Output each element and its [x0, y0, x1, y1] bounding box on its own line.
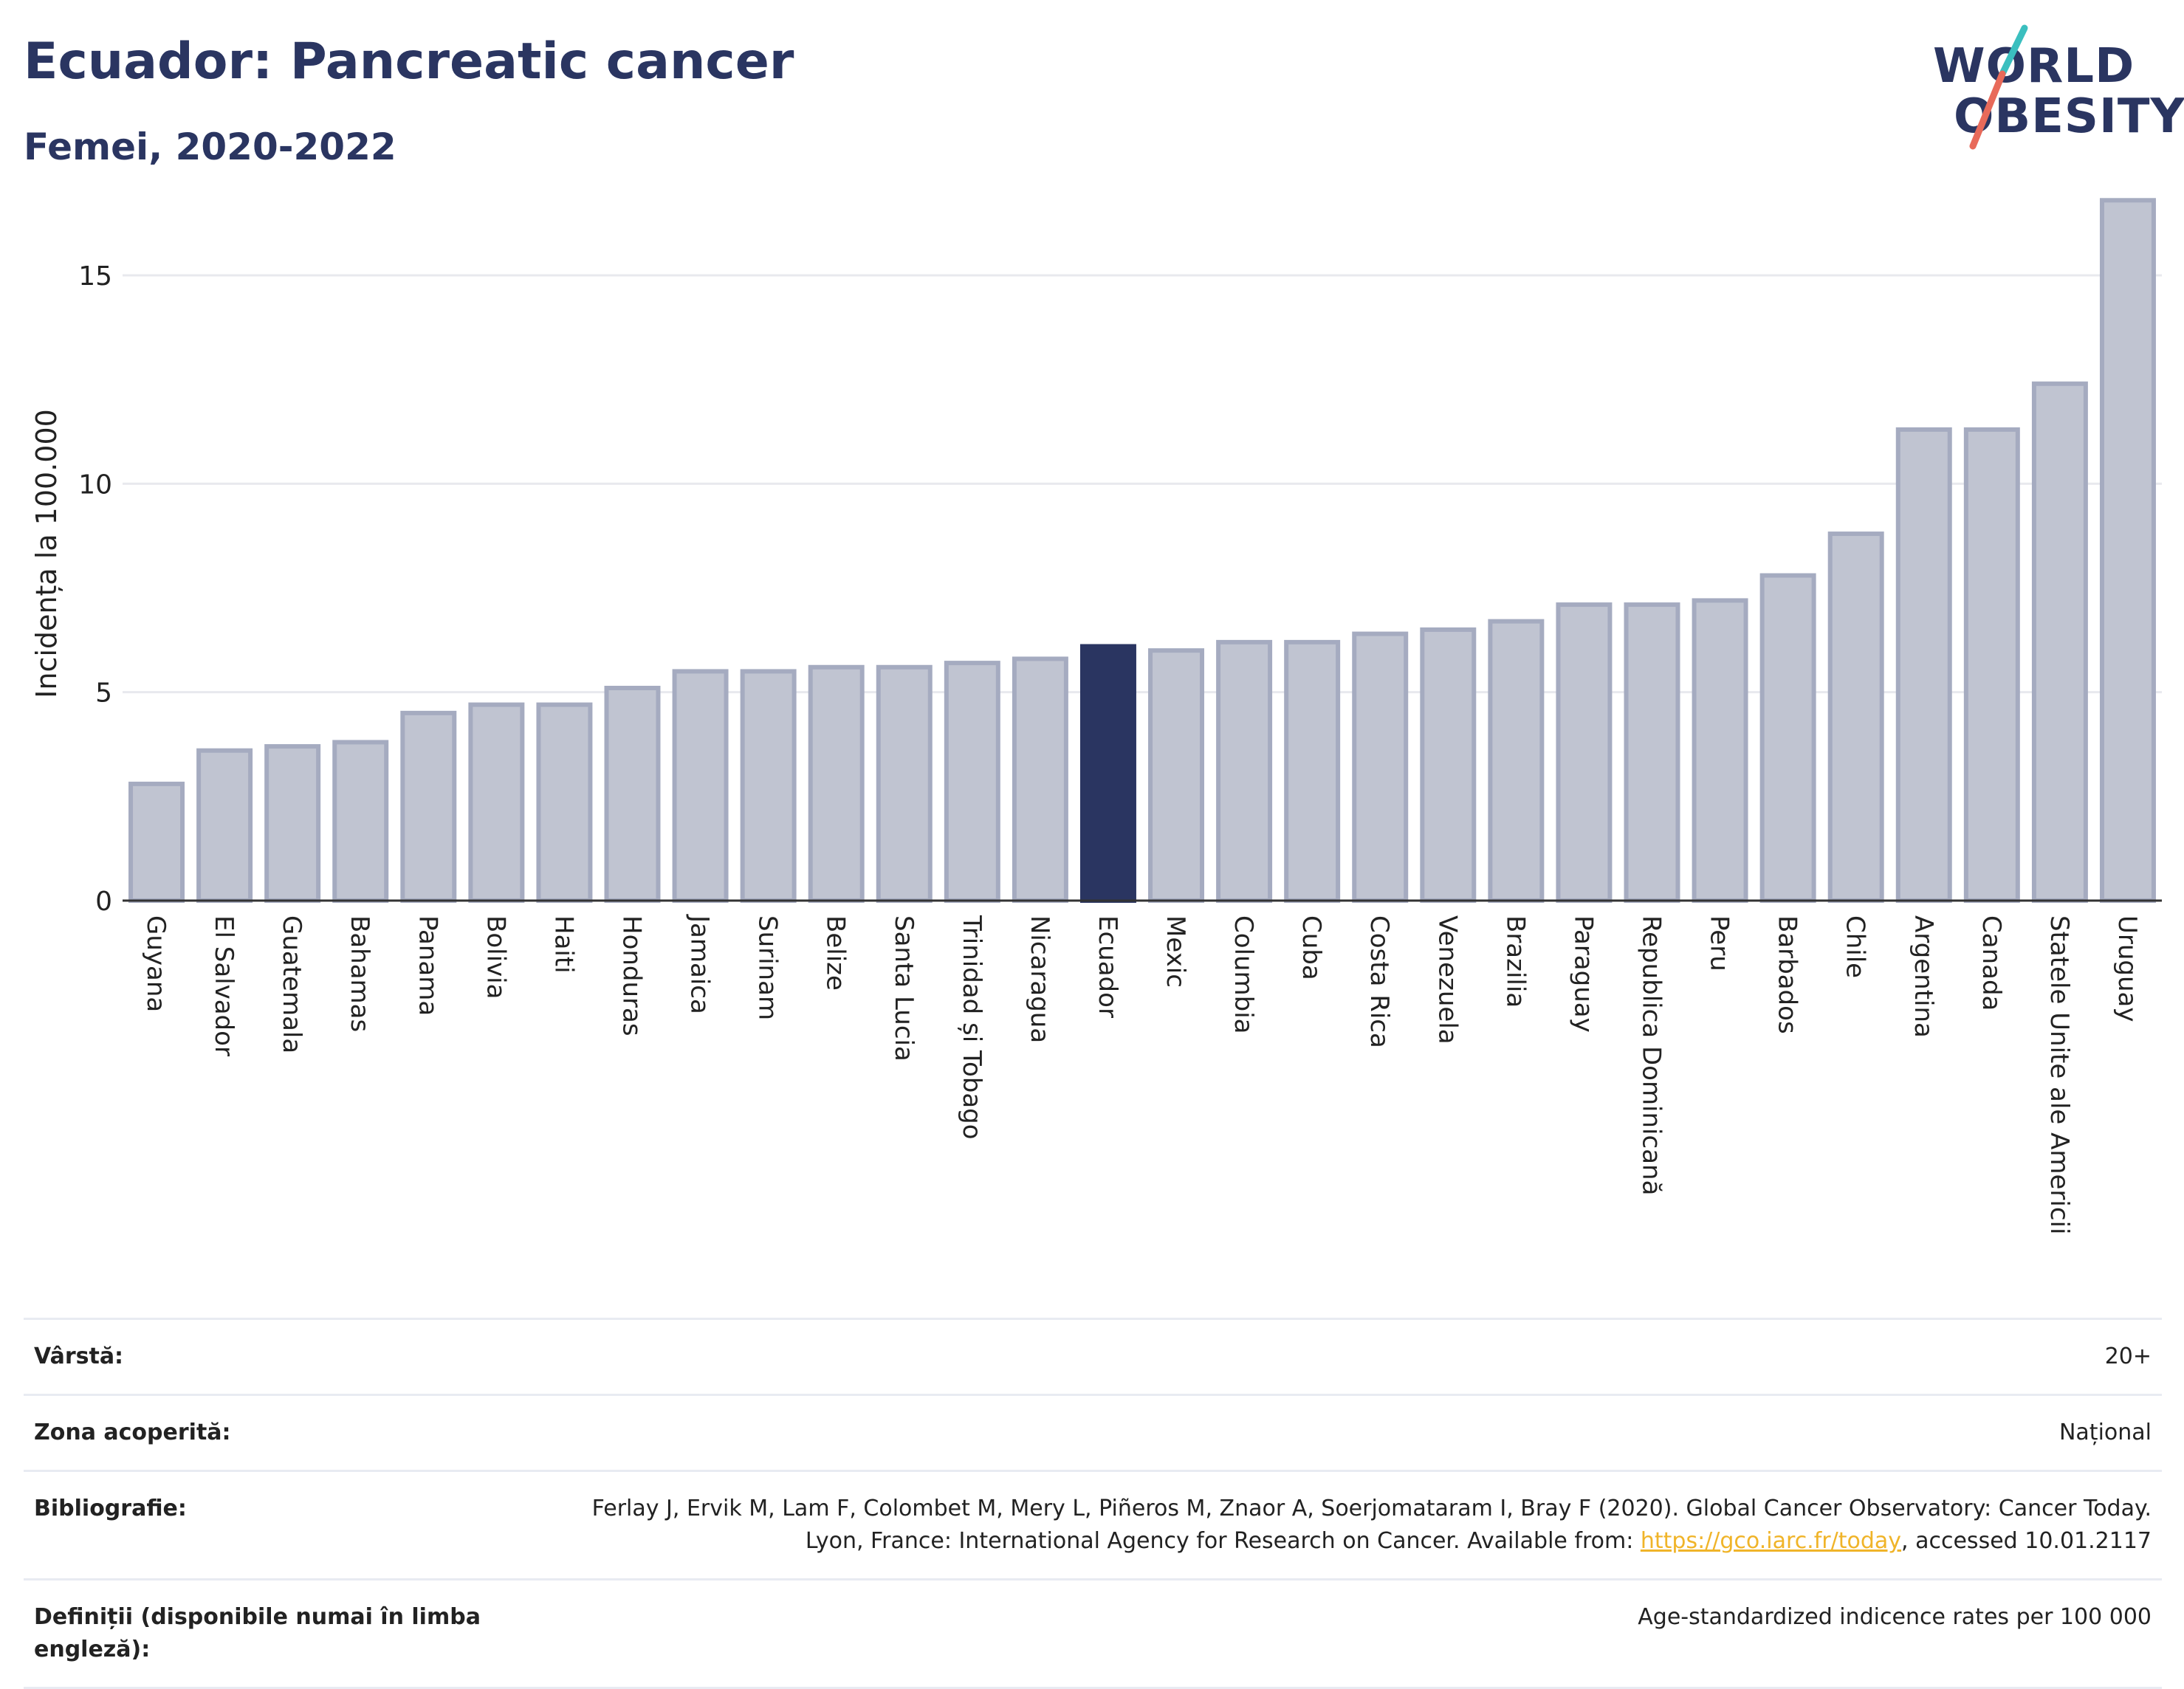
bar-cuba[interactable] [1284, 639, 1341, 903]
chart-subtitle: Femei, 2020-2022 [24, 125, 396, 168]
x-tick-label: Mexic [1161, 915, 1190, 988]
bar-uruguay[interactable] [2099, 198, 2156, 903]
bar-trinidad-i-tobago[interactable] [944, 661, 1000, 904]
x-tick-label: Statele Unite ale Americii [2044, 915, 2074, 1234]
bar-surinam[interactable] [740, 669, 797, 903]
bar-honduras[interactable] [604, 686, 661, 903]
bar-republica-dominican-[interactable] [1624, 602, 1680, 903]
bar-el-salvador[interactable] [196, 748, 253, 903]
x-tick-label: Honduras [617, 915, 647, 1036]
x-tick-label: Santa Lucia [889, 915, 918, 1062]
bar-canada[interactable] [1963, 427, 2020, 903]
info-table: Vârstă: 20+ Zona acoperită: Național Bib… [24, 1318, 2162, 1689]
x-tick-label: Columbia [1229, 915, 1258, 1034]
x-tick-label: Nicaragua [1025, 915, 1054, 1043]
bar-bolivia[interactable] [468, 702, 525, 904]
bar-panama[interactable] [400, 710, 457, 903]
x-tick-label: Trinidad și Tobago [957, 915, 986, 1140]
definitions-value: Age-standardized indicence rates per 100… [1638, 1604, 2152, 1630]
bar-peru[interactable] [1692, 598, 1748, 903]
bar-chart: 0 5 10 15 Guyana El Salvador Guatemala Bahamas… [30, 198, 2162, 1234]
x-tick-label: Barbados [1773, 915, 1802, 1034]
bar-guyana[interactable] [128, 781, 185, 903]
bar-haiti[interactable] [536, 702, 593, 904]
bar-brazilia[interactable] [1488, 619, 1545, 903]
bibliography-accessed: , accessed 10.01.2117 [1901, 1528, 2152, 1554]
bibliography-link[interactable]: https://gco.iarc.fr/today [1640, 1528, 1902, 1554]
x-tick-label: Bolivia [481, 915, 510, 999]
x-tick-label: Chile [1841, 915, 1870, 978]
bar-paraguay[interactable] [1556, 602, 1613, 903]
bar-nicaragua[interactable] [1012, 656, 1068, 903]
gridlines [123, 274, 2162, 694]
y-tick-labels: 0 5 10 15 [78, 261, 112, 917]
x-tick-label: Brazilia [1500, 915, 1530, 1008]
x-tick-label: Surinam [753, 915, 783, 1020]
logo-text-world: WORLD [1933, 39, 2135, 94]
x-tick-label: Republica Dominicană [1637, 915, 1666, 1195]
x-tick-label: Guatemala [277, 915, 306, 1053]
x-tick-label: El Salvador [209, 915, 238, 1056]
x-tick-label: Argentina [1909, 915, 1938, 1038]
bar-argentina[interactable] [1895, 427, 1952, 903]
y-tick-label: 15 [78, 261, 112, 292]
bar-barbados[interactable] [1759, 573, 1816, 903]
bar-statele-unite-ale-americii[interactable] [2031, 381, 2088, 903]
zone-value: Național [2058, 1420, 2152, 1445]
x-tick-label: Jamaica [685, 914, 715, 1014]
x-tick-label: Canada [1977, 915, 2006, 1011]
bar-costa-rica[interactable] [1352, 631, 1409, 904]
x-tick-label: Panama [413, 915, 442, 1016]
x-tick-label: Haiti [549, 915, 578, 974]
y-tick-label: 5 [95, 678, 112, 709]
bar-jamaica[interactable] [672, 669, 729, 903]
bar-ecuador[interactable] [1079, 644, 1136, 903]
y-tick-label: 10 [78, 469, 112, 500]
bar-bahamas[interactable] [332, 740, 389, 903]
info-row-definitions: Definiții (disponibile numai în limba en… [24, 1578, 2162, 1689]
x-tick-labels: Guyana El Salvador Guatemala Bahamas Panama B… [141, 914, 2142, 1234]
bar-guatemala[interactable] [264, 744, 321, 904]
bibliography-text: Ferlay J, Ervik M, Lam F, Colombet M, Me… [591, 1496, 2152, 1554]
y-axis-label: Incidența la 100.000 [30, 409, 63, 698]
bars [128, 198, 2156, 904]
x-tick-label: Cuba [1297, 915, 1326, 980]
zone-label: Zona acoperită: [34, 1420, 231, 1445]
age-label: Vârstă: [34, 1344, 124, 1369]
x-tick-label: Ecuador [1093, 915, 1122, 1018]
bibliography-value: Ferlay J, Ervik M, Lam F, Colombet M, Me… [564, 1493, 2152, 1558]
x-tick-label: Uruguay [2112, 915, 2142, 1022]
bar-mexic[interactable] [1148, 648, 1205, 903]
age-value: 20+ [2104, 1344, 2152, 1369]
bar-belize[interactable] [808, 664, 865, 903]
x-tick-label: Costa Rica [1364, 915, 1394, 1048]
bar-chile[interactable] [1827, 532, 1884, 903]
bibliography-label: Bibliografie: [34, 1496, 187, 1521]
info-row-bibliography: Bibliografie: Ferlay J, Ervik M, Lam F, … [24, 1470, 2162, 1578]
x-tick-label: Paraguay [1568, 915, 1598, 1033]
x-tick-label: Venezuela [1432, 915, 1462, 1045]
bar-santa-lucia[interactable] [876, 664, 933, 903]
x-tick-label: Bahamas [345, 915, 374, 1032]
world-obesity-logo[interactable]: WORLD OBESITY [1920, 22, 2184, 155]
bar-venezuela[interactable] [1420, 627, 1477, 903]
definitions-label: Definiții (disponibile numai în limba en… [34, 1604, 481, 1662]
logo-slash-icon [1969, 24, 2028, 150]
bar-columbia[interactable] [1216, 639, 1273, 903]
y-tick-label: 0 [95, 887, 112, 917]
x-tick-label: Belize [821, 915, 851, 991]
x-tick-label: Guyana [141, 915, 171, 1012]
chart-title: Ecuador: Pancreatic cancer [24, 32, 794, 91]
info-row-age: Vârstă: 20+ [24, 1318, 2162, 1394]
info-row-zone: Zona acoperită: Național [24, 1394, 2162, 1470]
x-tick-label: Peru [1705, 915, 1734, 971]
